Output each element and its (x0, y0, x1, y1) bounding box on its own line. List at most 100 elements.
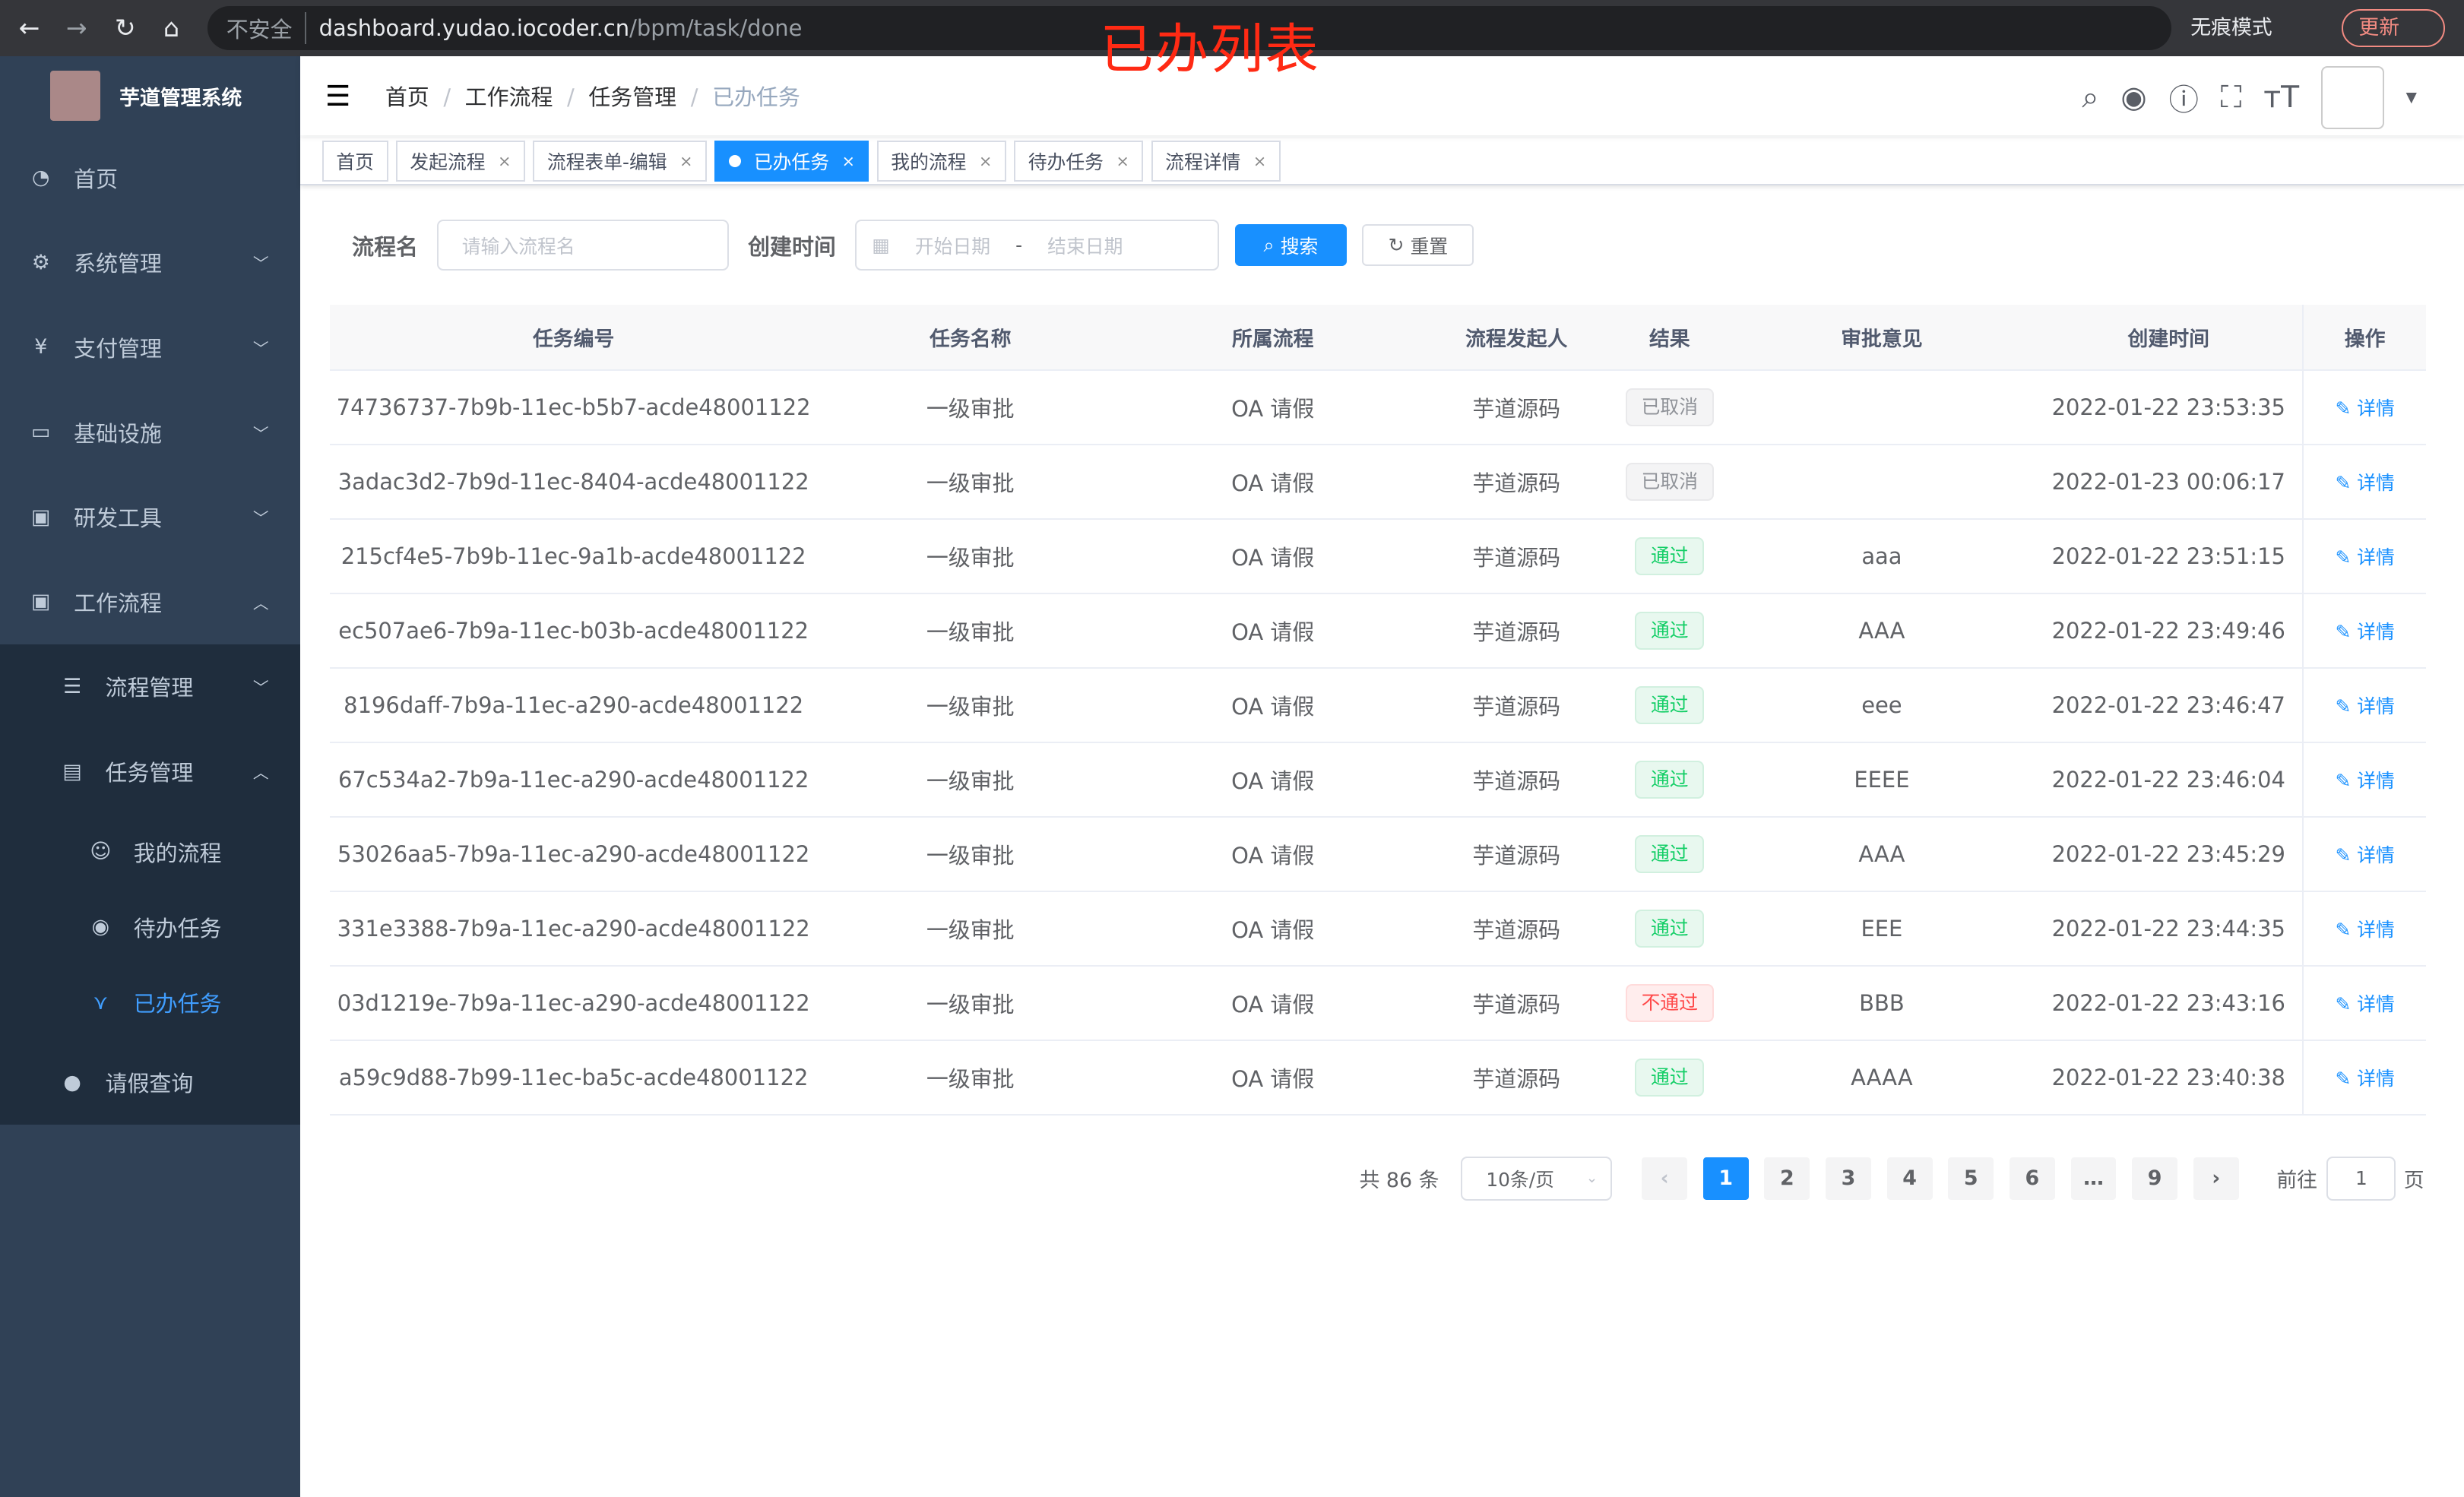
sidebar-item[interactable]: ▤ 任务管理 ︿ (0, 729, 300, 814)
chevron-up-icon: ︿ (252, 764, 269, 783)
tag-label: 已办任务 (753, 150, 830, 173)
reload-icon[interactable]: ↻ (114, 12, 136, 43)
font-size-icon[interactable]: ᴛT (2263, 80, 2300, 115)
process-name: OA 请假 (1231, 991, 1315, 1018)
tag-item[interactable]: 已办任务 × (714, 141, 869, 182)
tag-item[interactable]: 待办任务 × (1014, 141, 1144, 182)
process-name-input[interactable]: 请输入流程名 (436, 220, 730, 271)
tag-item[interactable]: 发起流程 × (395, 141, 525, 182)
table-row: 3adac3d2-7b9d-11ec-8404-acde48001122 一级审… (330, 445, 2427, 520)
address-bar[interactable]: 不安全 dashboard.yudao.iocoder.cn/bpm/task/… (207, 6, 2172, 51)
sidebar-item[interactable]: ▭ 基础设施 ﹀ (0, 390, 300, 475)
sidebar-item[interactable]: ● 请假查询 (0, 1040, 300, 1125)
page-button[interactable]: 9 (2132, 1157, 2178, 1200)
close-icon[interactable]: × (979, 151, 993, 170)
page-button[interactable]: 6 (2009, 1157, 2055, 1200)
edit-icon: ✎ (2335, 769, 2352, 792)
approval-comment: EEEE (1854, 766, 1910, 793)
search-button[interactable]: ⌕ 搜索 (1235, 223, 1347, 267)
page-size-select[interactable]: 10条/页 ⌄ (1461, 1156, 1612, 1201)
app-title: 芋道管理系统 (119, 86, 242, 110)
avatar[interactable] (2321, 65, 2384, 129)
table-row: 8196daff-7b9a-11ec-a290-acde48001122 一级审… (330, 668, 2427, 743)
create-time: 2022-01-22 23:46:47 (2051, 692, 2285, 718)
task-name: 一级审批 (926, 991, 1015, 1018)
hamburger-icon[interactable]: ☰ (325, 79, 351, 113)
logo[interactable]: 芋道管理系统 (0, 56, 300, 135)
update-button[interactable]: 更新 (2341, 9, 2446, 47)
column-header: 审批意见 (1841, 328, 1923, 351)
page-unit: 页 (2403, 1169, 2424, 1193)
sidebar-item[interactable]: ¥ 支付管理 ﹀ (0, 305, 300, 390)
detail-link[interactable]: ✎ 详情 (2336, 915, 2395, 942)
close-icon[interactable]: × (679, 151, 693, 170)
sidebar-item-label: 我的流程 (133, 840, 222, 866)
chevron-down-icon: ﹀ (252, 679, 269, 698)
search-icon[interactable]: ⌕ (2082, 80, 2099, 115)
close-icon[interactable]: × (1253, 151, 1267, 170)
sidebar-item[interactable]: ◉ 待办任务 (0, 889, 300, 964)
sidebar-item-label: 系统管理 (74, 251, 162, 277)
breadcrumb-item[interactable]: 工作流程 (464, 84, 553, 111)
sidebar-item[interactable]: ☰ 流程管理 ﹀ (0, 644, 300, 730)
detail-link[interactable]: ✎ 详情 (2336, 543, 2395, 570)
forward-icon[interactable]: → (65, 12, 87, 43)
sidebar-item[interactable]: ▣ 研发工具 ﹀ (0, 474, 300, 559)
page-button[interactable]: 4 (1886, 1157, 1933, 1200)
reset-button[interactable]: ↻ 重置 (1362, 223, 1474, 267)
page-button[interactable]: 1 (1702, 1157, 1749, 1200)
detail-link[interactable]: ✎ 详情 (2336, 692, 2395, 719)
yen-icon: ¥ (34, 335, 48, 359)
tag-item[interactable]: 我的流程 × (876, 141, 1006, 182)
sidebar-item[interactable]: ◔ 首页 (0, 135, 300, 220)
table-header: 任务编号 任务名称 所属流程 流程发起人 结果 审批意见 创建时间 操作 (330, 305, 2427, 371)
close-icon[interactable]: × (498, 151, 511, 170)
column-header: 创建时间 (2127, 328, 2209, 351)
sidebar-item[interactable]: ▣ 工作流程 ︿ (0, 559, 300, 644)
detail-link[interactable]: ✎ 详情 (2336, 766, 2395, 793)
task-name: 一级审批 (926, 544, 1015, 571)
detail-link[interactable]: ✎ 详情 (2336, 840, 2395, 868)
github-icon[interactable]: ◉ (2120, 80, 2147, 115)
goto-page-input[interactable]: 1 (2326, 1156, 2396, 1201)
detail-link[interactable]: ✎ 详情 (2336, 989, 2395, 1017)
page-button[interactable]: … (2070, 1157, 2117, 1200)
tag-item[interactable]: 流程详情 × (1151, 141, 1281, 182)
help-icon[interactable]: ⓘ (2168, 83, 2199, 118)
end-date: 结束日期 (1047, 235, 1123, 258)
starter: 芋道源码 (1472, 544, 1561, 571)
page-button[interactable]: 5 (1948, 1157, 1994, 1200)
result-badge: 通过 (1635, 835, 1705, 873)
tag-item[interactable]: 流程表单-编辑 × (533, 141, 707, 182)
fullscreen-icon[interactable]: ⛶ (2220, 80, 2242, 115)
sidebar-item[interactable]: ⋎ 已办任务 (0, 964, 300, 1040)
breadcrumb-item[interactable]: 任务管理 (588, 84, 677, 111)
page-button[interactable]: 2 (1764, 1157, 1810, 1200)
process-name: OA 请假 (1231, 842, 1315, 869)
detail-link[interactable]: ✎ 详情 (2336, 1064, 2395, 1091)
table-row: 53026aa5-7b9a-11ec-a290-acde48001122 一级审… (330, 817, 2427, 892)
detail-link[interactable]: ✎ 详情 (2336, 617, 2395, 644)
url-host: dashboard.yudao.iocoder.cn (318, 15, 630, 42)
sidebar-item-label: 请假查询 (105, 1071, 194, 1097)
home-icon[interactable]: ⌂ (163, 12, 180, 43)
create-time: 2022-01-22 23:40:38 (2051, 1064, 2285, 1090)
back-icon[interactable]: ← (18, 12, 40, 43)
approval-comment: EEE (1861, 915, 1903, 942)
task-id: 215cf4e5-7b9b-11ec-9a1b-acde48001122 (340, 543, 806, 569)
sidebar-item[interactable]: ⚙ 系统管理 ﹀ (0, 220, 300, 305)
column-header: 所属流程 (1232, 328, 1314, 351)
caret-down-icon[interactable]: ▼ (2405, 89, 2417, 106)
result-badge: 不通过 (1626, 984, 1714, 1022)
prev-page-button[interactable]: ‹ (1642, 1157, 1688, 1200)
next-page-button[interactable]: › (2193, 1157, 2239, 1200)
detail-link[interactable]: ✎ 详情 (2336, 394, 2395, 421)
date-range-picker[interactable]: ▦ 开始日期 - 结束日期 (854, 220, 1220, 271)
sidebar-item[interactable]: ☺ 我的流程 (0, 814, 300, 889)
detail-link[interactable]: ✎ 详情 (2336, 468, 2395, 495)
tag-item[interactable]: 首页 (321, 141, 388, 182)
close-icon[interactable]: × (1116, 151, 1129, 170)
breadcrumb-item[interactable]: 首页 (385, 84, 429, 111)
close-icon[interactable]: × (841, 151, 855, 170)
page-button[interactable]: 3 (1826, 1157, 1871, 1200)
